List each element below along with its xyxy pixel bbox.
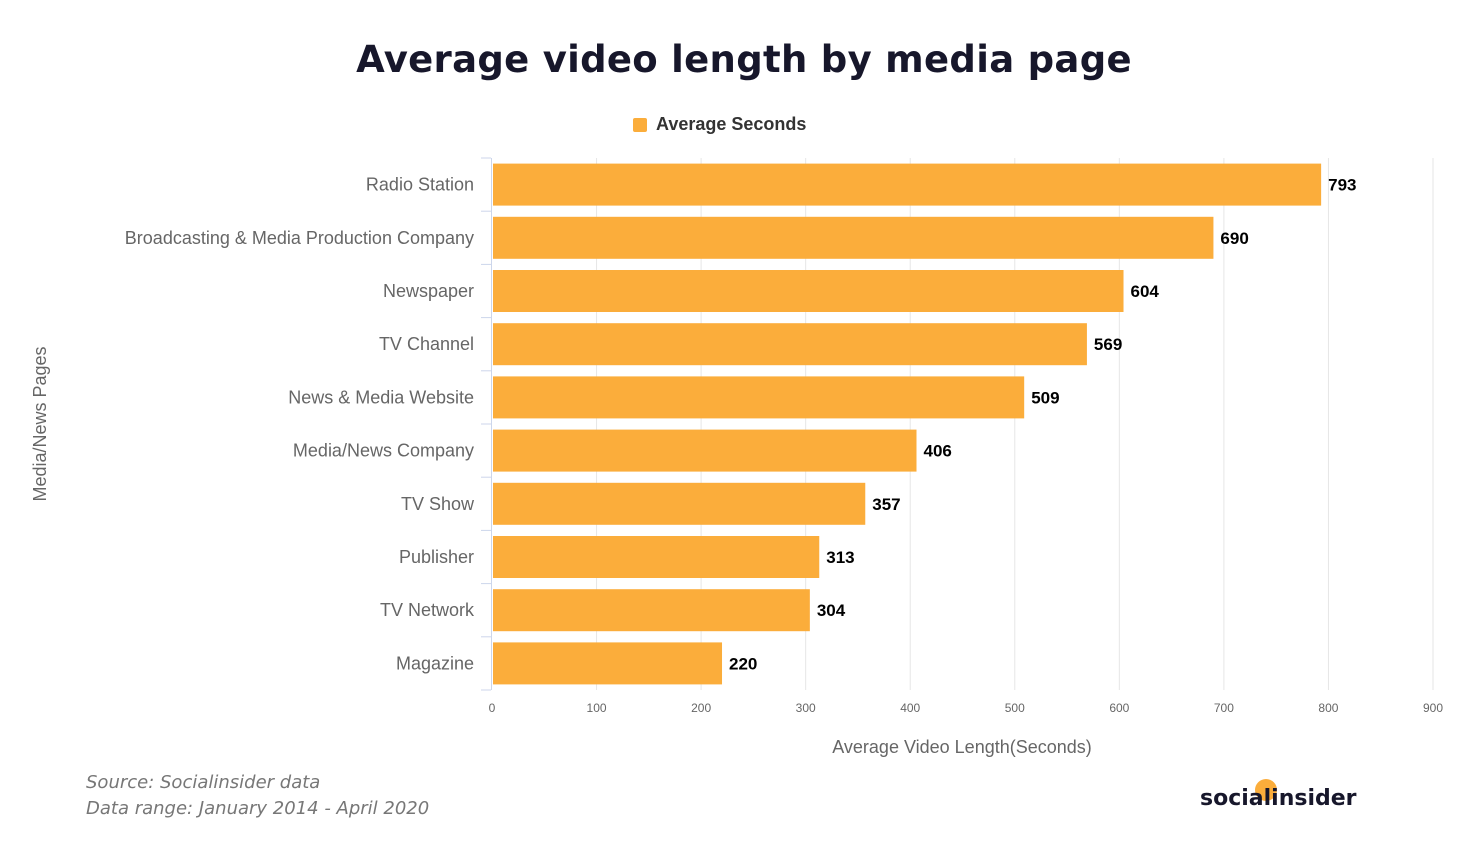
bar [493, 323, 1087, 366]
x-tick-label: 300 [796, 701, 816, 715]
x-axis-title: Average Video Length(Seconds) [832, 737, 1092, 757]
x-tick-label: 100 [587, 701, 607, 715]
x-tick-label: 0 [489, 701, 496, 715]
bar [493, 642, 723, 685]
y-tick-label: Broadcasting & Media Production Company [125, 228, 474, 248]
bar [493, 536, 820, 578]
bar [493, 376, 1025, 419]
data-label: 793 [1328, 176, 1356, 195]
data-label: 220 [729, 654, 757, 673]
bar [493, 216, 1214, 259]
legend-label: Average Seconds [656, 114, 807, 134]
x-tick-label: 800 [1318, 701, 1338, 715]
y-tick-label: Magazine [396, 653, 474, 673]
data-label: 304 [817, 601, 846, 620]
y-tick-label: Newspaper [383, 281, 474, 301]
data-label: 569 [1094, 335, 1122, 354]
data-label: 509 [1031, 388, 1059, 407]
bar [493, 482, 866, 525]
legend-swatch [633, 117, 647, 132]
y-tick-label: TV Network [380, 600, 475, 620]
data-label: 690 [1220, 229, 1248, 248]
source-note: Source: Socialinsider data [86, 772, 321, 793]
x-tick-label: 900 [1423, 701, 1443, 715]
x-tick-label: 400 [900, 701, 920, 715]
bar [493, 429, 917, 472]
x-tick-label: 700 [1214, 701, 1234, 715]
data-label: 406 [923, 442, 951, 461]
socialinsider-logo: socialinsider [1200, 786, 1357, 811]
bar [493, 270, 1124, 312]
y-tick-label: Publisher [399, 547, 474, 567]
data-label: 357 [872, 495, 900, 514]
data-label: 313 [826, 548, 854, 567]
date-range-note: Data range: January 2014 - April 2020 [86, 798, 430, 819]
y-tick-label: News & Media Website [288, 387, 474, 407]
y-axis-title: Media/News Pages [30, 346, 50, 501]
y-tick-label: Radio Station [366, 175, 474, 195]
logo-dot-icon [1255, 779, 1277, 801]
legend-item[interactable]: Average Seconds [633, 114, 806, 135]
bar [493, 163, 1322, 206]
x-tick-label: 200 [691, 701, 711, 715]
y-tick-label: TV Show [401, 494, 475, 514]
y-tick-label: Media/News Company [293, 441, 474, 461]
data-label: 604 [1131, 282, 1160, 301]
x-tick-label: 600 [1109, 701, 1129, 715]
bar [493, 589, 810, 632]
x-tick-label: 500 [1005, 701, 1025, 715]
y-tick-label: TV Channel [379, 334, 474, 354]
chart-title: Average video length by media page [356, 38, 1132, 81]
